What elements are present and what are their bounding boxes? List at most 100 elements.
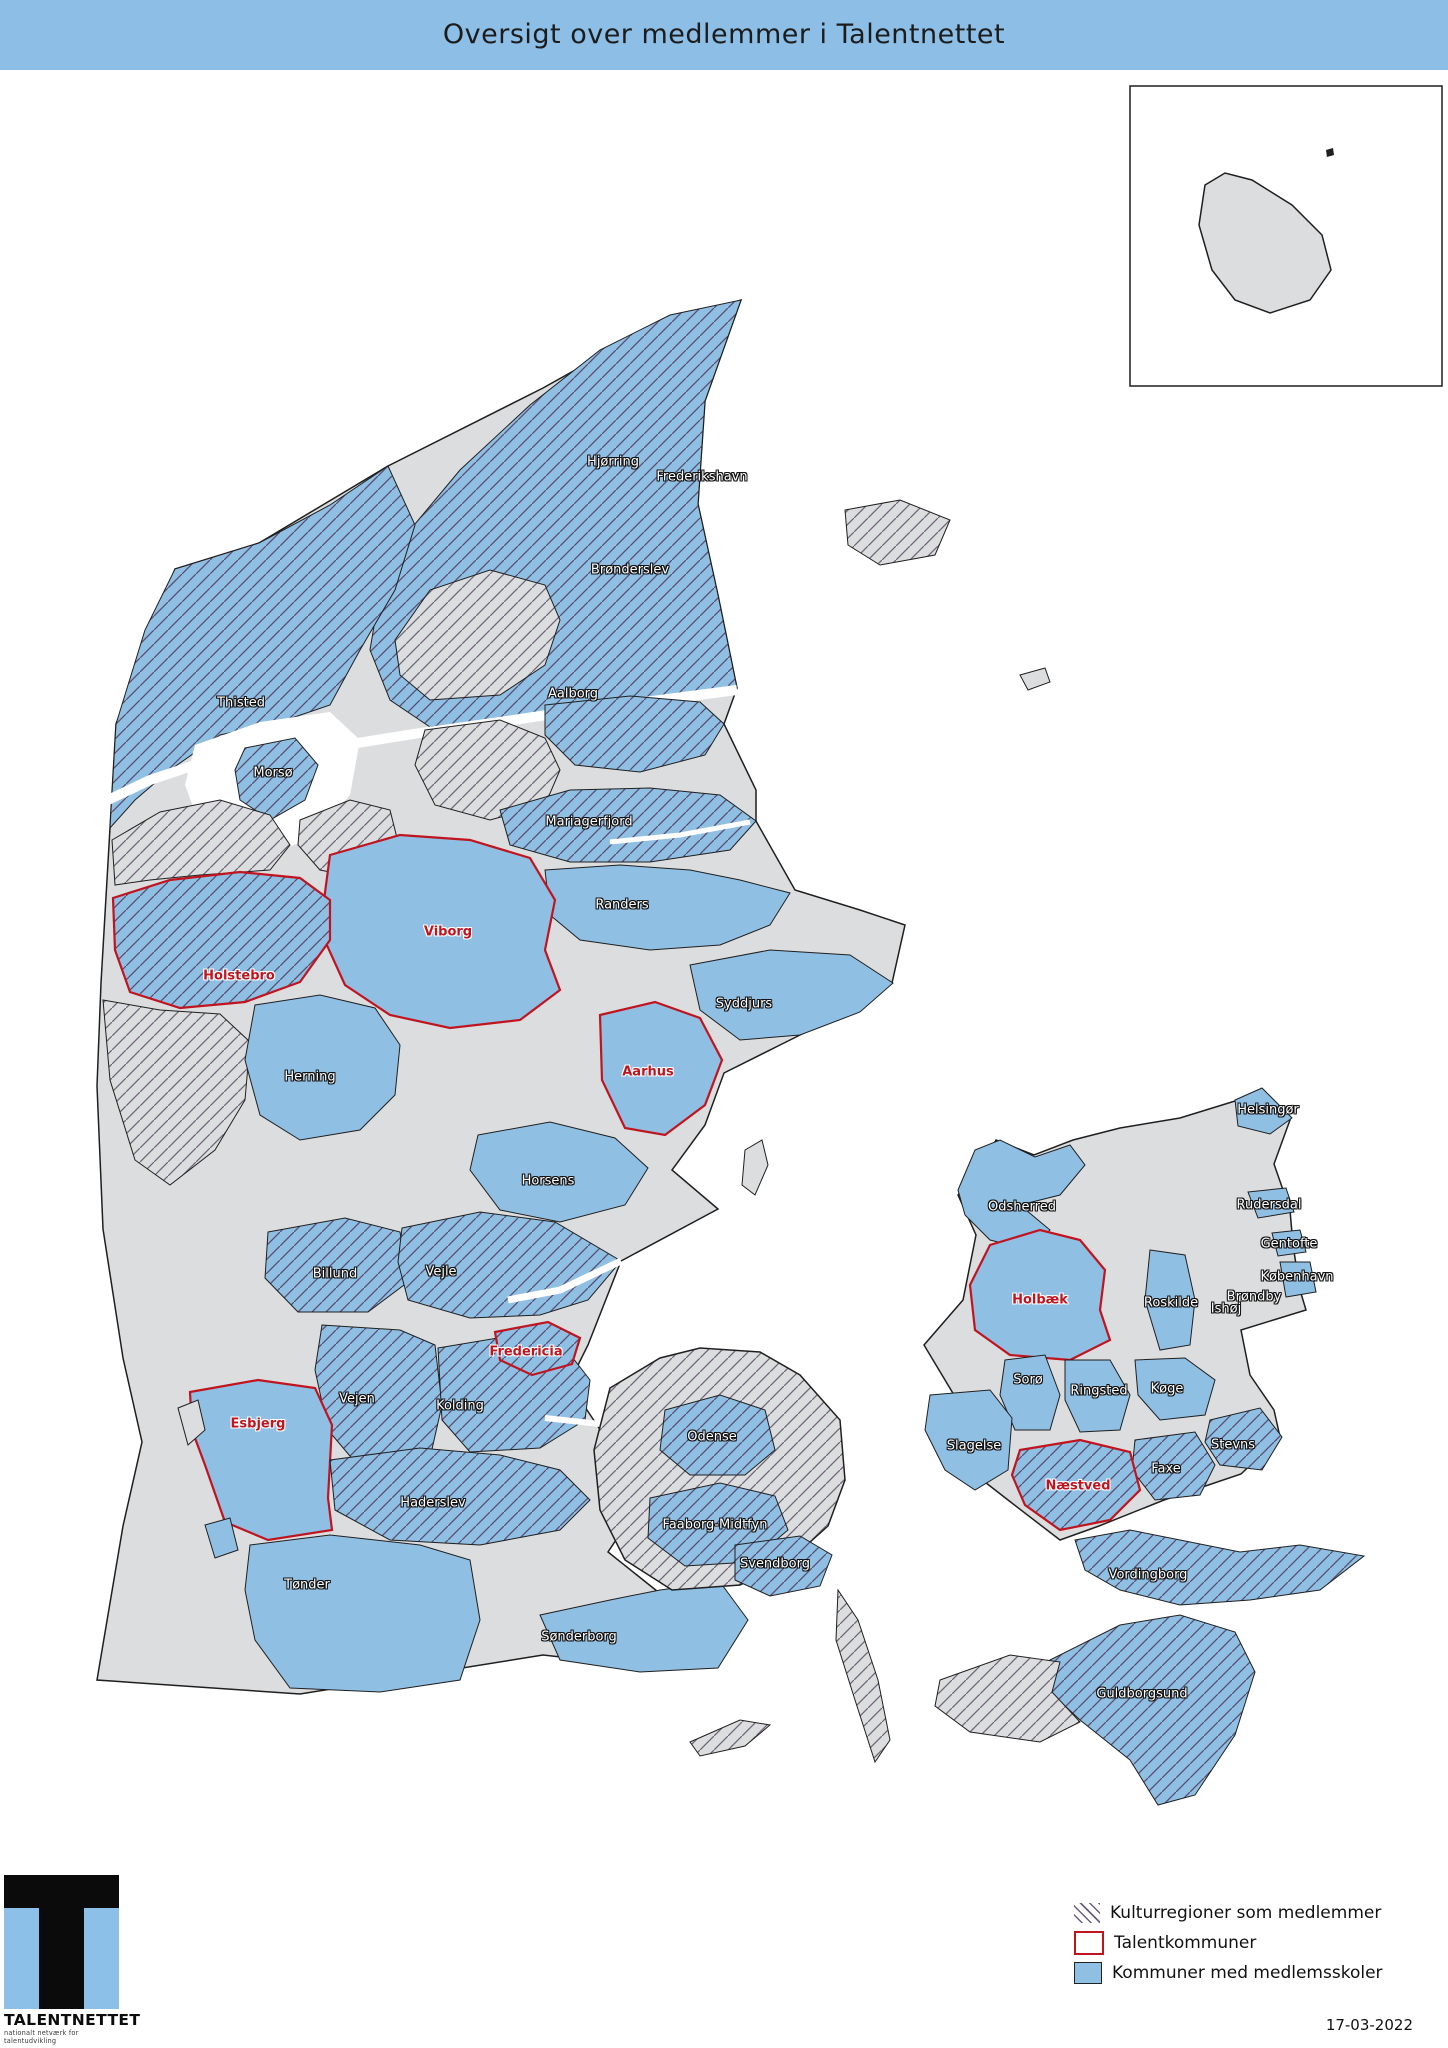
limfjord-west-channel: [105, 759, 200, 805]
municipality-label-koege: Køge: [1150, 1381, 1184, 1397]
logo-blue-square-left: [4, 1908, 39, 2009]
map-date: 17-03-2022: [1325, 2016, 1413, 2034]
municipality-label-ringsted: Ringsted: [1070, 1383, 1128, 1399]
municipality-label-horsens: Horsens: [521, 1173, 575, 1189]
municipality-label-morsoe: Morsø: [253, 765, 293, 781]
municipality-label-stevns: Stevns: [1210, 1437, 1256, 1453]
municipality-label-holstebro: Holstebro: [203, 968, 275, 984]
region-vejle: [397, 1211, 622, 1319]
legend-item-talentkommuner: Talentkommuner: [1074, 1928, 1383, 1958]
region-lemvig-struer: [111, 799, 291, 886]
region-haderslev: [329, 1447, 591, 1546]
region-aarhus: [598, 1000, 724, 1137]
municipality-label-esbjerg: Esbjerg: [230, 1416, 286, 1432]
page-title: Oversigt over medlemmer i Talentnettet: [442, 19, 1006, 50]
title-banner: Oversigt over medlemmer i Talentnettet: [0, 0, 1448, 70]
island-samsoe: [741, 1139, 769, 1196]
island-aeroe: [689, 1719, 772, 1757]
mariager-fjord-water: [609, 819, 751, 845]
island-laesoe: [844, 499, 951, 566]
municipality-label-guldborgsund: Guldborgsund: [1096, 1686, 1188, 1702]
island-christiansoe: [1326, 148, 1334, 157]
region-soenderborg: [539, 1581, 749, 1673]
municipality-label-holbaek: Holbæk: [1012, 1292, 1068, 1308]
municipality-label-ishoej: Ishøj: [1210, 1301, 1242, 1317]
island-bornholm: [1198, 172, 1332, 314]
municipality-label-svendborg: Svendborg: [739, 1556, 811, 1572]
region-fredericia: [493, 1320, 582, 1377]
region-lolland-west: [934, 1654, 1081, 1743]
region-koege: [1134, 1357, 1216, 1421]
region-holstebro: [111, 870, 332, 1010]
region-ringsted: [1064, 1359, 1131, 1433]
legend-item-kulturregioner: Kulturregioner som medlemmer: [1074, 1898, 1383, 1928]
kolding-fjord-water: [544, 1415, 601, 1427]
map-legend: Kulturregioner som medlemmer Talentkommu…: [1074, 1898, 1383, 1988]
region-odsherred: [957, 1139, 1086, 1251]
region-mariagerfjord: [499, 787, 757, 863]
municipality-label-roskilde: Roskilde: [1143, 1295, 1199, 1311]
municipality-label-aalborg: Aalborg: [547, 686, 599, 702]
region-svendborg: [734, 1535, 833, 1597]
island-fanoe: [177, 1399, 206, 1446]
municipality-label-broenderslev: Brønderslev: [590, 562, 670, 578]
limfjord-channel: [344, 685, 738, 750]
municipality-label-gentofte: Gentofte: [1260, 1236, 1318, 1252]
municipality-label-vejle: Vejle: [425, 1264, 457, 1280]
municipality-label-toender: Tønder: [284, 1577, 330, 1593]
municipality-label-odsherred: Odsherred: [988, 1199, 1056, 1215]
talentnettet-logo: TALENTNETTET nationalt netværk for talen…: [4, 1875, 140, 2045]
municipality-label-broendby: Brøndby: [1226, 1289, 1282, 1305]
municipality-label-rudersdal: Rudersdal: [1236, 1197, 1302, 1213]
municipality-label-koebenhavn: København: [1260, 1269, 1334, 1285]
region-jammerbugt: [394, 569, 561, 701]
region-morsoe: [234, 737, 319, 821]
logo-t-top-bar: [4, 1875, 119, 1908]
municipality-label-viborg: Viborg: [423, 924, 473, 940]
region-naestved: [1010, 1438, 1142, 1532]
municipality-label-faaborg-midtfyn: Faaborg-Midtfyn: [662, 1517, 768, 1533]
municipality-label-odense: Odense: [687, 1429, 737, 1445]
municipality-label-aarhus: Aarhus: [622, 1064, 674, 1080]
region-viborg: [318, 833, 562, 1030]
municipality-label-vejen: Vejen: [339, 1391, 375, 1407]
municipality-label-helsingoer: Helsingør: [1237, 1102, 1299, 1118]
hatch-swatch-icon: [1074, 1903, 1100, 1923]
region-herning: [244, 994, 401, 1141]
municipality-label-soenderborg: Sønderborg: [541, 1629, 617, 1645]
region-helsingoer: [1234, 1087, 1293, 1135]
municipality-label-hjoerring: Hjørring: [587, 454, 639, 470]
logo-t-stem: [39, 1908, 84, 2009]
region-ringkoebing-skjern: [102, 999, 251, 1186]
municipality-label-naestved: Næstved: [1045, 1478, 1111, 1494]
region-syddjurs: [689, 949, 894, 1041]
logo-tagline: nationalt netværk for talentudvikling: [4, 2029, 79, 2045]
municipality-label-herning: Herning: [284, 1069, 336, 1085]
municipality-label-billund: Billund: [312, 1266, 358, 1282]
region-roskilde: [1144, 1249, 1196, 1351]
island-roemoe: [204, 1517, 239, 1559]
region-koebenhavn: [1279, 1261, 1317, 1298]
logo-t-body: [4, 1908, 119, 2009]
region-soroe: [999, 1354, 1061, 1431]
island-anholt: [1019, 667, 1051, 691]
municipality-label-vordingborg: Vordingborg: [1108, 1567, 1188, 1583]
region-billund: [264, 1217, 409, 1313]
legend-item-medlemsskoler: Kommuner med medlemsskoler: [1074, 1958, 1383, 1988]
region-odense: [659, 1394, 776, 1476]
region-gentofte: [1271, 1229, 1307, 1257]
island-langeland: [835, 1588, 891, 1764]
municipality-label-soroe: Sorø: [1013, 1372, 1043, 1388]
municipality-label-kolding: Kolding: [436, 1398, 484, 1414]
municipality-label-mariagerfjord: Mariagerfjord: [545, 814, 633, 830]
region-vordingborg: [1074, 1529, 1366, 1606]
region-holbaek: [968, 1228, 1112, 1362]
legend-label: Talentkommuner: [1114, 1933, 1257, 1953]
region-randers: [544, 864, 791, 951]
municipality-label-randers: Randers: [595, 897, 649, 913]
vejle-fjord-water: [507, 1257, 623, 1304]
municipality-label-slagelse: Slagelse: [946, 1438, 1002, 1454]
municipality-label-frederikshavn: Frederikshavn: [656, 469, 748, 485]
